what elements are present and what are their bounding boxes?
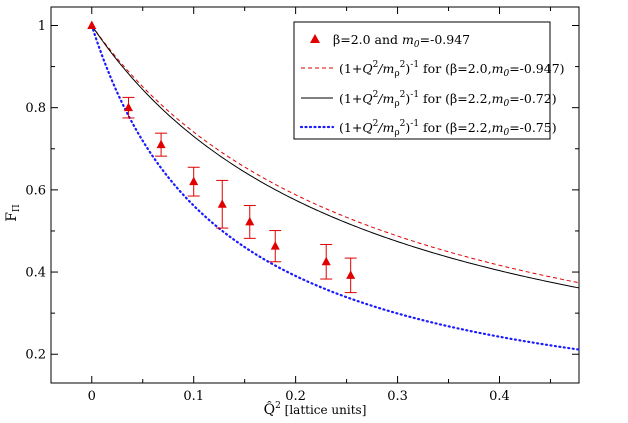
curve-beta2_2_m0_-0.75 xyxy=(90,24,581,351)
data-point xyxy=(217,199,227,208)
legend-label-1: β=2.0 and m0=-0.947 xyxy=(333,32,470,50)
x-tick-label: 0.4 xyxy=(489,389,510,404)
legend-label-2: (1+Q2/mρ2)-1 for (β=2.0,m0=-0.947) xyxy=(339,60,565,79)
y-axis-title: FΠ xyxy=(4,204,22,222)
y-tick-label: 0.8 xyxy=(25,101,46,116)
data-point xyxy=(189,176,199,186)
legend-label-3: (1+Q2/mρ2)-1 for (β=2.2,m0=-0.72) xyxy=(339,90,557,109)
x-tick-label: 0.2 xyxy=(285,389,306,404)
data-point xyxy=(245,216,255,226)
legend-label-4: (1+Q2/mρ2)-1 for (β=2.2,m0=-0.75) xyxy=(339,119,557,138)
legend-box xyxy=(293,21,551,140)
legend-marker-triangle xyxy=(310,34,320,43)
ticks: 0 0.1 0.2 0.3 0.4 0.2 0.4 0.6 0.8 1 xyxy=(25,7,579,404)
y-tick-label: 0.6 xyxy=(25,183,46,198)
data-point xyxy=(123,102,133,112)
x-axis-title: Q̂2 [lattice units] xyxy=(264,400,367,418)
data-points xyxy=(87,20,357,294)
plot-frame xyxy=(50,6,580,384)
curve-beta2_2_m0_-0.72 xyxy=(91,25,580,289)
curve-beta2_0_m0_-0.947 xyxy=(91,25,580,284)
data-point xyxy=(156,139,166,149)
legend: β=2.0 and m0=-0.947 (1+Q2/mρ2)-1 for (β=… xyxy=(293,21,565,140)
data-point xyxy=(346,270,356,279)
x-tick-label: 0.3 xyxy=(387,389,408,404)
data-point xyxy=(321,256,331,266)
y-tick-label: 0.2 xyxy=(25,348,46,363)
x-tick-label: 0.1 xyxy=(183,389,204,404)
data-point xyxy=(270,241,280,250)
x-tick-label: 0 xyxy=(88,389,96,404)
curves xyxy=(90,24,581,351)
data-point xyxy=(87,20,97,29)
y-tick-label: 1 xyxy=(38,19,46,34)
y-tick-label: 0.4 xyxy=(25,266,46,281)
